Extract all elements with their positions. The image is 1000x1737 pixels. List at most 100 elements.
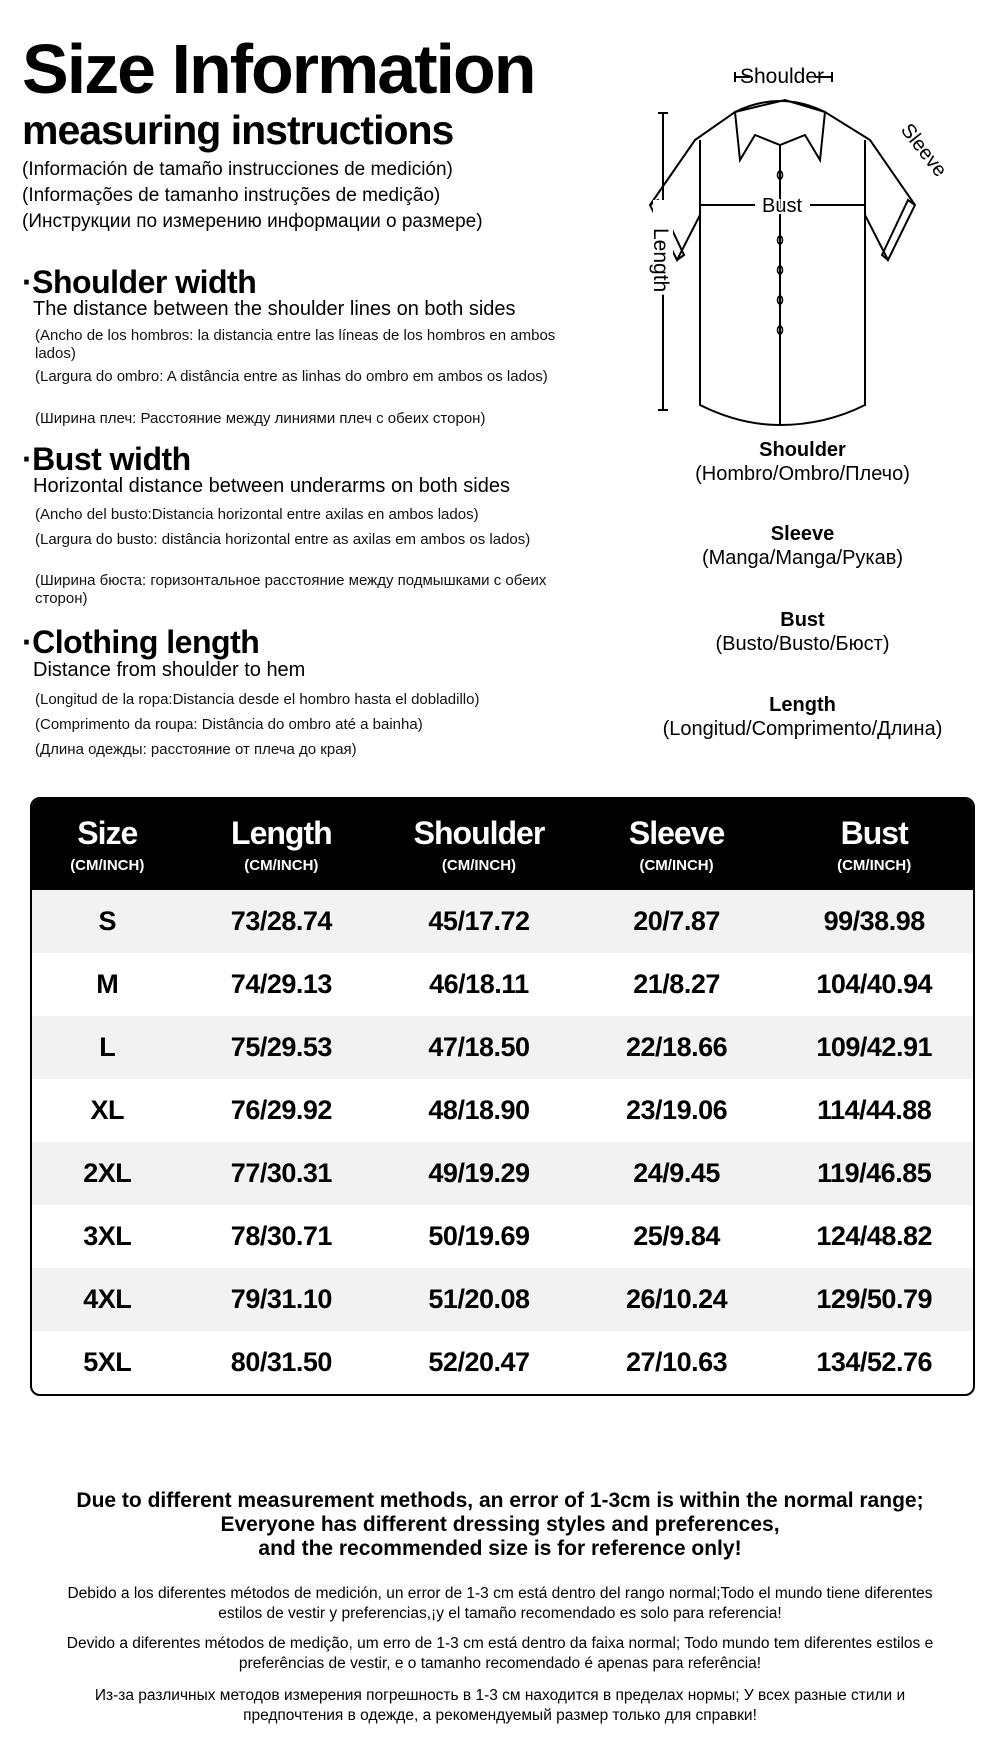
cell-size: 4XL — [83, 1284, 132, 1314]
disclaimer-pt: Devido a diferentes métodos de medição, … — [66, 1635, 934, 1672]
shoulder-width-es: (Ancho de los hombros: la distancia entr… — [35, 327, 556, 362]
cell-length: 73/28.74 — [230, 906, 333, 936]
column-header-bust: Bust (CM/INCH) — [837, 815, 912, 875]
clothing-length-ru: (Длина одежды: расстояние от плеча до кр… — [35, 741, 357, 758]
cell-size: XL — [90, 1095, 125, 1125]
cell-sleeve: 24/9.45 — [633, 1158, 720, 1188]
cell-size: M — [96, 969, 119, 999]
cell-shoulder: 52/20.47 — [428, 1347, 530, 1377]
cell-bust: 114/44.88 — [817, 1095, 932, 1125]
page-subtitle: measuring instructions — [22, 107, 454, 153]
legend-bust-en: Bust — [780, 609, 825, 631]
legend-bust: Bust (Busto/Busto/Бюст) — [630, 608, 975, 656]
cell-shoulder: 45/17.72 — [428, 906, 530, 936]
table-row: 4XL 79/31.10 51/20.08 26/10.24 129/50.79 — [32, 1268, 973, 1331]
bust-width-pt: (Largura do busto: distância horizontal … — [35, 531, 531, 548]
cell-size: 2XL — [83, 1158, 132, 1188]
clothing-length-heading: ·Clothing length — [22, 624, 260, 660]
cell-length: 75/29.53 — [230, 1032, 333, 1062]
cell-sleeve: 22/18.66 — [626, 1032, 728, 1062]
subtitle-es: (Información de tamaño instrucciones de … — [22, 159, 453, 180]
cell-sleeve: 21/8.27 — [633, 969, 720, 999]
cell-bust: 119/46.85 — [817, 1158, 932, 1188]
cell-sleeve: 20/7.87 — [633, 906, 720, 936]
table-row: L 75/29.53 47/18.50 22/18.66 109/42.91 — [32, 1016, 973, 1079]
cell-length: 76/29.92 — [230, 1095, 333, 1125]
table-row: XL 76/29.92 48/18.90 23/19.06 114/44.88 — [32, 1079, 973, 1142]
legend-shoulder-tr: (Hombro/Ombro/Плечо) — [695, 463, 910, 485]
shoulder-width-heading: ·Shoulder width — [22, 264, 257, 300]
table-row: 2XL 77/30.31 49/19.29 24/9.45 119/46.85 — [32, 1142, 973, 1205]
diagram-shoulder-label: Shoulder — [740, 65, 824, 88]
cell-bust: 134/52.76 — [816, 1347, 932, 1377]
shoulder-width-desc: The distance between the shoulder lines … — [33, 298, 516, 320]
shirt-diagram: Shoulder Bust Length Sleeve — [645, 65, 951, 427]
bust-width-ru: (Ширина бюста: горизонтальное расстояние… — [35, 572, 547, 607]
cell-bust: 109/42.91 — [816, 1032, 932, 1062]
table-header: Size (CM/INCH) Length (CM/INCH) Shoulder (C… — [32, 799, 973, 890]
table-body: S 73/28.74 45/17.72 20/7.87 99/38.98 M 74/29.1… — [32, 890, 973, 1394]
clothing-length-pt: (Comprimento da roupa: Distância do ombr… — [35, 716, 423, 733]
cell-bust: 104/40.94 — [816, 969, 932, 999]
table-row: 3XL 78/30.71 50/19.69 25/9.84 124/48.82 — [32, 1205, 973, 1268]
clothing-length-es: (Longitud de la ropa:Distancia desde el … — [35, 691, 480, 708]
legend-sleeve-en: Sleeve — [770, 523, 835, 545]
cell-size: L — [99, 1032, 116, 1062]
cell-bust: 124/48.82 — [816, 1221, 932, 1251]
page-title: Size Information — [22, 30, 536, 108]
shirt-outline-icon — [648, 72, 917, 427]
table-row: S 73/28.74 45/17.72 20/7.87 99/38.98 — [32, 890, 973, 953]
cell-bust: 129/50.79 — [816, 1284, 932, 1314]
cell-sleeve: 27/10.63 — [626, 1347, 728, 1377]
cell-sleeve: 23/19.06 — [626, 1095, 728, 1125]
cell-shoulder: 50/19.69 — [428, 1221, 530, 1251]
column-header-length: Length (CM/INCH) — [231, 815, 333, 875]
cell-size: 5XL — [83, 1347, 132, 1377]
legend-bust-tr: (Busto/Busto/Бюст) — [715, 633, 890, 655]
disclaimer-line-3: and the recommended size is for referenc… — [258, 1537, 742, 1560]
legend-sleeve-tr: (Manga/Manga/Рукав) — [701, 547, 903, 569]
shoulder-width-pt: (Largura do ombro: A distância entre as … — [35, 368, 548, 385]
cell-length: 74/29.13 — [230, 969, 333, 999]
subtitle-ru: (Инструкции по измерению информации о ра… — [22, 211, 483, 232]
size-table: Size (CM/INCH) Length (CM/INCH) Shoulder (C… — [30, 797, 975, 1396]
cell-shoulder: 46/18.11 — [429, 969, 529, 999]
cell-bust: 99/38.98 — [823, 906, 926, 936]
diagram-length-label: Length — [649, 228, 672, 292]
cell-length: 80/31.50 — [230, 1347, 333, 1377]
cell-shoulder: 48/18.90 — [428, 1095, 530, 1125]
cell-shoulder: 49/19.29 — [428, 1158, 530, 1188]
disclaimer-es: Debido a los diferentes métodos de medic… — [67, 1585, 933, 1622]
legend-length-en: Length — [769, 694, 836, 716]
subtitle-pt: (Informações de tamanho instruções de me… — [22, 185, 441, 206]
cell-length: 79/31.10 — [230, 1284, 333, 1314]
disclaimer-line-1: Due to different measurement methods, an… — [76, 1489, 924, 1512]
diagram-bust-label: Bust — [762, 195, 802, 217]
cell-length: 78/30.71 — [230, 1221, 333, 1251]
disclaimer-en: Due to different measurement methods, an… — [0, 1489, 1000, 1561]
legend-sleeve: Sleeve (Manga/Manga/Рукав) — [630, 522, 975, 570]
cell-size: 3XL — [83, 1221, 132, 1251]
shoulder-width-ru: (Ширина плеч: Расстояние между линиями п… — [35, 410, 486, 427]
cell-shoulder: 47/18.50 — [428, 1032, 530, 1062]
bust-width-desc: Horizontal distance between underarms on… — [33, 475, 510, 497]
cell-sleeve: 25/9.84 — [633, 1221, 720, 1251]
diagram-sleeve-label: Sleeve — [896, 120, 951, 182]
cell-shoulder: 51/20.08 — [428, 1284, 530, 1314]
cell-sleeve: 26/10.24 — [626, 1284, 728, 1314]
legend-length-tr: (Longitud/Comprimento/Длина) — [662, 718, 943, 740]
table-row: M 74/29.13 46/18.11 21/8.27 104/40.94 — [32, 953, 973, 1016]
table-row: 5XL 80/31.50 52/20.47 27/10.63 134/52.76 — [32, 1331, 973, 1394]
column-header-shoulder: Shoulder (CM/INCH) — [413, 815, 546, 875]
column-header-size: Size (CM/INCH) — [70, 815, 145, 875]
column-header-sleeve: Sleeve (CM/INCH) — [628, 815, 725, 875]
cell-size: S — [98, 906, 117, 936]
bust-width-es: (Ancho del busto:Distancia horizontal en… — [35, 506, 479, 523]
legend-shoulder-en: Shoulder — [759, 439, 846, 461]
disclaimer-line-2: Everyone has different dressing styles a… — [220, 1513, 780, 1536]
disclaimer-ru: Из-за различных методов измерения погреш… — [94, 1687, 906, 1724]
bust-width-heading: ·Bust width — [22, 441, 191, 477]
cell-length: 77/30.31 — [230, 1158, 333, 1188]
legend-length: Length (Longitud/Comprimento/Длина) — [630, 693, 975, 741]
clothing-length-desc: Distance from shoulder to hem — [33, 659, 306, 681]
